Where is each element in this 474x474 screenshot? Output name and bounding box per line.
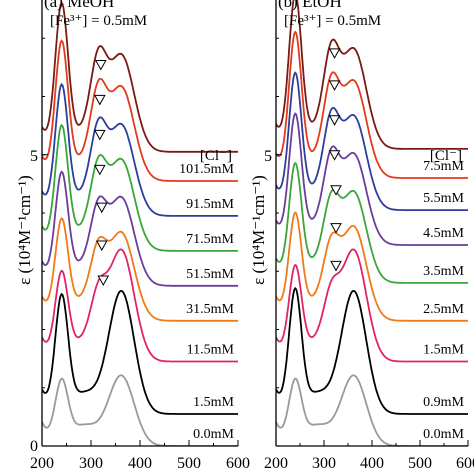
series-line-7 <box>276 30 468 179</box>
series-label: 1.5mM <box>193 395 234 410</box>
condition-label: [Fe³⁺] = 0.5mM <box>50 13 147 29</box>
series-label: 0.0mM <box>423 427 464 442</box>
legend-title: [Cl⁻] <box>430 148 462 164</box>
x-tick-label: 200 <box>30 455 54 472</box>
legend-title: [Cl⁻] <box>200 148 232 164</box>
series-line-0 <box>276 374 468 446</box>
series-label: 101.5mM <box>179 162 234 177</box>
x-tick-label: 500 <box>177 455 201 472</box>
series-label: 91.5mM <box>186 197 234 212</box>
series-line-1 <box>42 289 238 415</box>
y-tick-label: 0 <box>30 438 38 455</box>
marker-triangle-0 <box>94 59 107 71</box>
series-label: 1.5mM <box>423 343 464 358</box>
series-label: 71.5mM <box>186 232 234 247</box>
panel-title: (b) EtOH <box>278 0 342 11</box>
marker-triangle-4 <box>330 185 342 196</box>
marker-triangle-3 <box>93 164 106 176</box>
curves <box>42 1 238 446</box>
x-tick-label: 200 <box>264 455 288 472</box>
series-label: 51.5mM <box>186 267 234 282</box>
y-tick-label: 5 <box>30 148 38 165</box>
panel-etoh: 0.0mM 0.9mM 1.5mM 2.5mM 3.5mM 4.5mM 5.5mM 7.5mM… <box>249 0 474 472</box>
x-tick-label: 600 <box>456 455 474 472</box>
y-tick-label: 5 <box>264 148 272 165</box>
series-line-4 <box>276 161 468 284</box>
series-line-2 <box>42 248 238 363</box>
series-line-6 <box>42 82 238 217</box>
marker-triangle-3 <box>328 150 341 161</box>
series-line-6 <box>276 71 468 211</box>
series-line-3 <box>276 211 468 322</box>
marker-triangle-2 <box>328 115 341 126</box>
x-tick-label: 400 <box>360 455 384 472</box>
series-label: 31.5mM <box>186 302 234 317</box>
series-label: 4.5mM <box>423 226 464 241</box>
series-label: 5.5mM <box>423 191 464 206</box>
x-tick-label: 500 <box>408 455 432 472</box>
marker-triangle-1 <box>93 94 106 106</box>
marker-triangle-0 <box>328 48 341 59</box>
series-line-3 <box>42 217 238 322</box>
series-label: 0.9mM <box>423 395 464 410</box>
series-line-5 <box>276 112 468 246</box>
condition-label: [Fe³⁺] = 0.5mM <box>284 13 381 29</box>
series-line-2 <box>276 248 468 363</box>
x-tick-label: 600 <box>226 455 250 472</box>
y-axis-label: ε (10⁴M⁻¹cm⁻¹) <box>15 175 34 285</box>
series-label: 2.5mM <box>423 302 464 317</box>
series-line-7 <box>42 39 238 182</box>
series-line-8 <box>42 1 238 153</box>
panel-title: (a) MeOH <box>44 0 114 11</box>
marker-triangle-2 <box>93 129 106 141</box>
series-line-4 <box>42 170 238 287</box>
series-line-0 <box>42 374 238 446</box>
x-tick-label: 300 <box>312 455 336 472</box>
curves <box>276 0 468 446</box>
series-label: 0.0mM <box>193 427 234 442</box>
marker-triangle-4 <box>95 202 108 214</box>
y-axis-label: ε (10⁴M⁻¹cm⁻¹) <box>249 175 268 285</box>
series-label: 3.5mM <box>423 264 464 279</box>
series-label: 11.5mM <box>187 343 235 358</box>
series-line-1 <box>276 286 468 415</box>
marker-triangle-6 <box>97 275 110 287</box>
series-label: 7.5mM <box>423 159 464 174</box>
series-line-5 <box>42 123 238 252</box>
x-tick-label: 400 <box>128 455 152 472</box>
marker-triangle-5 <box>95 240 108 252</box>
marker-triangle-1 <box>328 80 341 91</box>
series-line-8 <box>276 0 468 150</box>
marker-triangle-6 <box>330 260 342 272</box>
panel-meoh: 0.0mM 1.5mM 11.5mM 31.5mM 51.5mM 71.5mM 91.5mM… <box>15 0 250 472</box>
x-tick-label: 300 <box>79 455 103 472</box>
marker-triangle-5 <box>330 223 342 234</box>
